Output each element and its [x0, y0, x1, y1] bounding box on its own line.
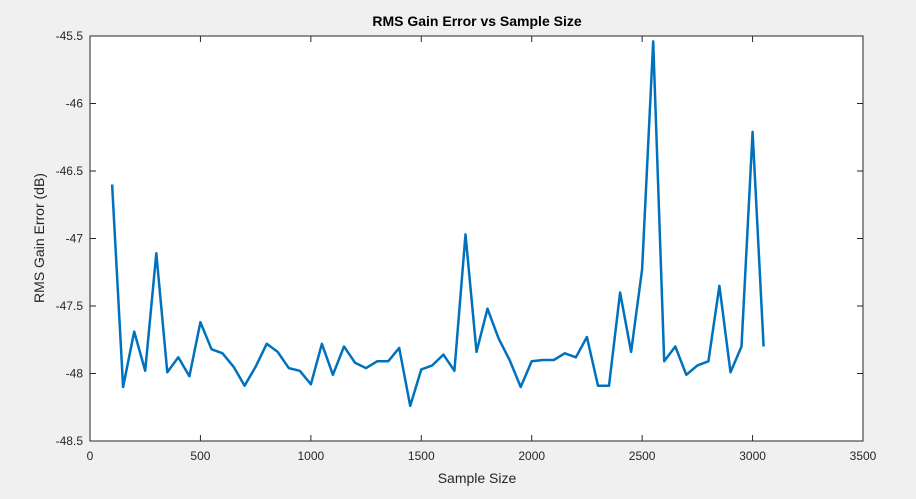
x-axis-label: Sample Size	[438, 470, 517, 486]
y-tick-label: -48.5	[56, 434, 84, 448]
x-tick-label: 3500	[850, 449, 877, 463]
x-tick-label: 2500	[629, 449, 656, 463]
y-tick-label: -48	[66, 367, 84, 381]
chart-title: RMS Gain Error vs Sample Size	[372, 13, 582, 29]
y-tick-label: -47.5	[56, 299, 84, 313]
x-tick-label: 500	[190, 449, 210, 463]
y-axis: -45.5 -46 -46.5 -47 -47.5 -48 -48.5	[56, 29, 863, 448]
y-tick-label: -46.5	[56, 164, 84, 178]
y-tick-label: -46	[66, 97, 84, 111]
x-tick-label: 3000	[739, 449, 766, 463]
x-tick-label: 2000	[518, 449, 545, 463]
x-tick-label: 0	[87, 449, 94, 463]
series-line	[110, 40, 765, 408]
y-tick-label: -47	[66, 232, 84, 246]
x-axis: 0 500 1000 1500 2000 2500 3000 3500	[87, 36, 877, 463]
plot-area	[89, 35, 864, 442]
y-tick-label: -45.5	[56, 29, 84, 43]
x-tick-label: 1000	[298, 449, 325, 463]
x-tick-label: 1500	[408, 449, 435, 463]
y-axis-label: RMS Gain Error (dB)	[31, 173, 47, 303]
